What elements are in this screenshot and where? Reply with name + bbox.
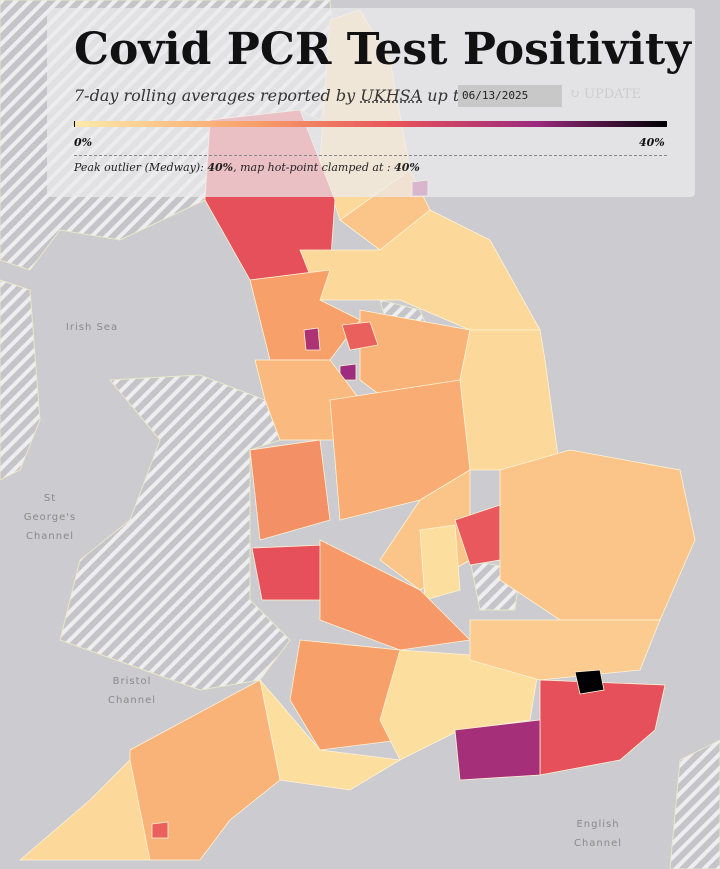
date-input[interactable]: 06/13/2025 xyxy=(458,85,562,107)
sea-label: St George's Channel xyxy=(10,489,90,546)
sea-label-line: Irish Sea xyxy=(65,322,119,333)
legend-label: 0% xyxy=(74,136,93,149)
note-value: 40% xyxy=(394,161,420,174)
sea-label: Bristol Channel xyxy=(92,672,172,710)
info-panel: Covid PCR Test Positivity 7-day rolling … xyxy=(47,8,695,197)
subtitle: 7-day rolling averages reported by UKHSA… xyxy=(74,86,474,105)
region[interactable] xyxy=(539,679,666,776)
button-label: UPDATE xyxy=(584,87,641,102)
region[interactable] xyxy=(18,759,151,861)
region[interactable] xyxy=(319,539,471,651)
sea-label-line: Bristol xyxy=(112,676,152,687)
region[interactable] xyxy=(151,821,169,839)
region[interactable] xyxy=(249,439,331,541)
region[interactable] xyxy=(459,329,561,471)
sea-label-line: St xyxy=(43,493,57,504)
sea-label-line: English xyxy=(576,819,620,830)
note: Peak outlier (Medway): 40%, map hot-poin… xyxy=(74,161,420,174)
sea-label-line: Channel xyxy=(573,838,623,849)
source-link[interactable]: UKHSA xyxy=(360,86,423,105)
sea-label-line: George's xyxy=(23,512,77,523)
note-value: 40% xyxy=(207,161,234,174)
region[interactable] xyxy=(303,327,321,351)
sea-label: English Channel xyxy=(558,815,638,853)
region[interactable] xyxy=(574,669,605,695)
legend-label: 40% xyxy=(639,136,665,149)
region[interactable] xyxy=(419,524,461,601)
note-text: , map hot-point clamped at : xyxy=(233,161,395,174)
region[interactable] xyxy=(454,719,541,781)
region[interactable] xyxy=(249,269,361,361)
color-scale xyxy=(74,121,667,127)
update-button[interactable]: ↻ UPDATE xyxy=(569,87,641,102)
region[interactable] xyxy=(499,449,696,621)
region[interactable] xyxy=(289,639,401,751)
note-text: Peak outlier (Medway): xyxy=(74,161,208,174)
sea-label: Irish Sea xyxy=(62,318,122,337)
region[interactable] xyxy=(341,321,379,351)
region[interactable] xyxy=(251,544,326,601)
title: Covid PCR Test Positivity xyxy=(74,24,691,75)
sea-label-line: Channel xyxy=(25,531,75,542)
sea-label-line: Channel xyxy=(107,695,157,706)
subtitle-text: 7-day rolling averages reported by xyxy=(74,86,356,105)
divider xyxy=(74,155,667,156)
